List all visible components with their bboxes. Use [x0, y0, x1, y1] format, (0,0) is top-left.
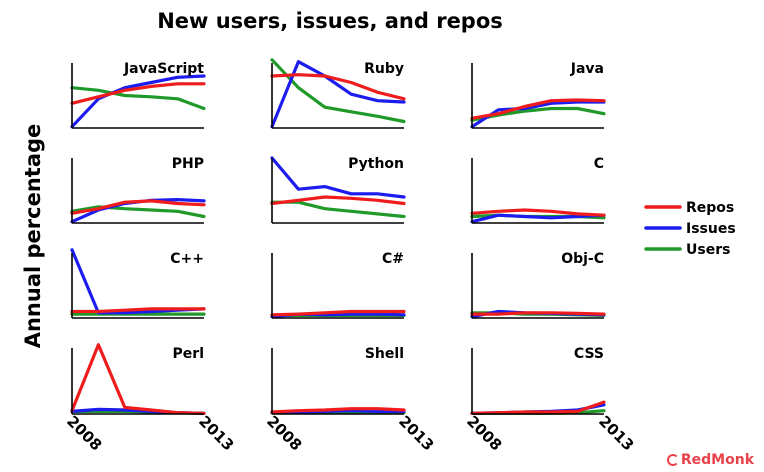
series-line-ruby-issues — [270, 60, 406, 129]
series-line-c-issues — [470, 213, 606, 224]
x-tick-label-start: 2008 — [463, 412, 505, 454]
series-line-obj-c-repos — [470, 311, 606, 316]
series-line-css-repos — [470, 400, 606, 415]
panel-label-python: Python — [348, 156, 404, 172]
series-line-ruby-repos — [270, 73, 406, 101]
series-line-c--repos — [70, 307, 206, 314]
legend-label-issues: Issues — [686, 221, 736, 237]
panel-label-c-: C++ — [170, 251, 204, 267]
series-line-php-users — [70, 205, 206, 219]
panel-label-javascript: JavaScript — [123, 61, 204, 77]
legend-label-users: Users — [686, 242, 730, 258]
series-line-java-issues — [470, 100, 606, 129]
x-tick-label-end: 2013 — [595, 412, 637, 454]
series-line-perl-repos — [70, 343, 206, 415]
series-line-javascript-users — [70, 86, 206, 111]
panel-label-ruby: Ruby — [364, 61, 404, 77]
panel-label-c: C — [594, 156, 604, 172]
series-line-python-repos — [270, 195, 406, 206]
series-line-ruby-users — [270, 58, 406, 124]
series-line-python-users — [270, 200, 406, 219]
series-line-shell-repos — [270, 407, 406, 414]
series-line-javascript-issues — [70, 74, 206, 129]
panel-label-java: Java — [570, 61, 604, 77]
brand-logo: RedMonk — [666, 452, 754, 468]
legend-label-repos: Repos — [686, 200, 734, 216]
x-tick-label-end: 2013 — [195, 412, 237, 454]
panel-label-c-: C# — [382, 251, 404, 267]
series-line-javascript-repos — [70, 82, 206, 105]
x-tick-label-start: 2008 — [263, 412, 305, 454]
series-line-c-repos — [470, 208, 606, 217]
redmonk-icon — [666, 454, 679, 466]
panel-label-shell: Shell — [365, 346, 404, 362]
brand-label: RedMonk — [680, 452, 754, 468]
x-tick-label-end: 2013 — [395, 412, 437, 454]
series-line-c--repos — [270, 309, 406, 317]
panel-label-obj-c: Obj-C — [561, 251, 604, 267]
panel-label-css: CSS — [574, 346, 604, 362]
panel-label-perl: Perl — [173, 346, 204, 362]
series-line-php-repos — [70, 199, 206, 215]
y-axis-label: Annual percentage — [21, 124, 45, 349]
chart-title: New users, issues, and repos — [157, 9, 503, 33]
panel-label-php: PHP — [172, 156, 204, 172]
series-line-python-issues — [270, 156, 406, 199]
series-line-java-repos — [470, 98, 606, 120]
x-tick-label-start: 2008 — [63, 412, 105, 454]
